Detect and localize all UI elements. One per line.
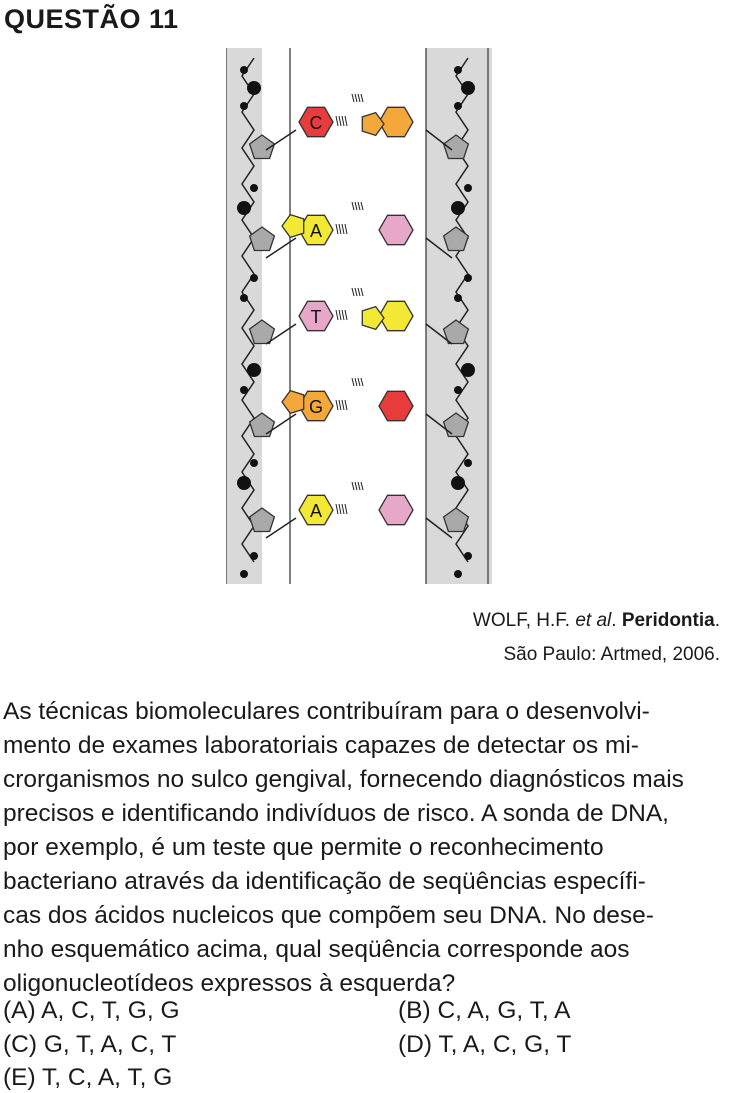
phosphate-dot [464,552,472,560]
sugar-pentagon [442,319,470,345]
phosphate-dot [464,459,472,467]
phosphate-dot [464,274,472,282]
phosphate-dot [250,459,258,467]
phosphate-dot [454,386,462,394]
sugar-pentagon [248,412,276,438]
hydrogen-bonds [335,287,364,321]
phosphate-dot [237,476,251,490]
right-backbone [442,57,475,578]
right-base-hexagon [378,390,414,422]
phosphate-dot [240,294,248,302]
base-letter: T [311,307,322,327]
sugar-pentagon [248,507,276,533]
option-d[interactable]: (D) T, A, C, G, T [398,1031,572,1058]
left-base-hexagon [298,300,334,332]
base-pair: G [265,377,453,435]
right-base-hexagon [378,214,414,246]
phosphate-dot [461,363,475,377]
phosphate-dot [250,274,258,282]
phosphate-dot [247,81,261,95]
phosphate-dot [240,66,248,74]
phosphate-dot [240,386,248,394]
sugar-pentagon [442,507,470,533]
phosphate-dot [461,81,475,95]
question-line: bacteriano através da identificação de s… [3,868,646,895]
left-backbone [237,57,276,578]
phosphate-dot [454,294,462,302]
phosphate-dot [250,552,258,560]
base-letter: G [309,397,323,417]
phosphate-dot [454,102,462,110]
base-pair: C [265,93,453,151]
base-letter: A [310,221,322,241]
base-letter: A [310,501,322,521]
base-pairs: C A T G A [265,93,453,539]
base-letter: C [310,113,323,133]
right-base-ring [361,111,385,137]
question-line: cas dos ácidos nucleicos que compõem seu… [3,902,654,929]
base-pair: T [265,287,453,345]
base-pair: A [265,201,453,259]
phosphate-dot [250,184,258,192]
hydrogen-bonds [335,201,364,235]
question-line: mento de exames laboratoriais capazes de… [3,732,639,759]
question-line: oligonucleotídeos expressos à esquerda? [3,970,456,997]
sugar-pentagon [248,319,276,345]
left-base-ring [281,389,305,415]
option-c[interactable]: (C) G, T, A, C, T [3,1031,177,1058]
right-base-ring [361,305,385,331]
right-base-hexagon [378,300,414,332]
question-line: As técnicas biomoleculares contribuíram … [3,698,650,725]
sugar-pentagon [442,412,470,438]
sugar-pentagon [442,134,470,160]
sugar-pentagon [248,134,276,160]
phosphate-dot [240,102,248,110]
option-a[interactable]: (A) A, C, T, G, G [3,997,180,1024]
right-base-hexagon [378,106,414,138]
right-base-hexagon [378,494,414,526]
left-backbone-band [226,48,262,584]
phosphate-dot [240,570,248,578]
phosphate-dot [454,570,462,578]
sugar-pentagon [442,226,470,252]
hydrogen-bonds [335,481,364,515]
left-base-hexagon [298,106,334,138]
question-text: As técnicas biomoleculares contribuíram … [3,695,721,1001]
question-title: QUESTÃO 11 [4,4,179,34]
left-base-ring [281,213,305,239]
question-line: crorganismos no sulco gengival, fornecen… [3,766,684,793]
base-pair: A [265,481,453,539]
left-base-hexagon [298,494,334,526]
question-line: por exemplo, é um teste que permite o re… [3,834,604,861]
phosphate-dot [237,201,251,215]
sugar-pentagon [248,226,276,252]
question-line: nho esquemático acima, qual seqüência co… [3,936,630,963]
dna-figure: C A T G A [226,48,492,584]
option-b[interactable]: (B) C, A, G, T, A [398,997,571,1024]
phosphate-dot [451,476,465,490]
phosphate-dot [451,201,465,215]
hydrogen-bonds [335,93,364,127]
question-line: precisos e identificando indivíduos de r… [3,800,669,827]
phosphate-dot [464,184,472,192]
phosphate-dot [454,66,462,74]
option-e[interactable]: (E) T, C, A, T, G [3,1064,173,1091]
citation-line-2: São Paulo: Artmed, 2006. [503,644,720,665]
phosphate-dot [247,363,261,377]
hydrogen-bonds [335,377,364,411]
citation-line-1: WOLF, H.F. et al. Peridontia. [472,610,720,631]
